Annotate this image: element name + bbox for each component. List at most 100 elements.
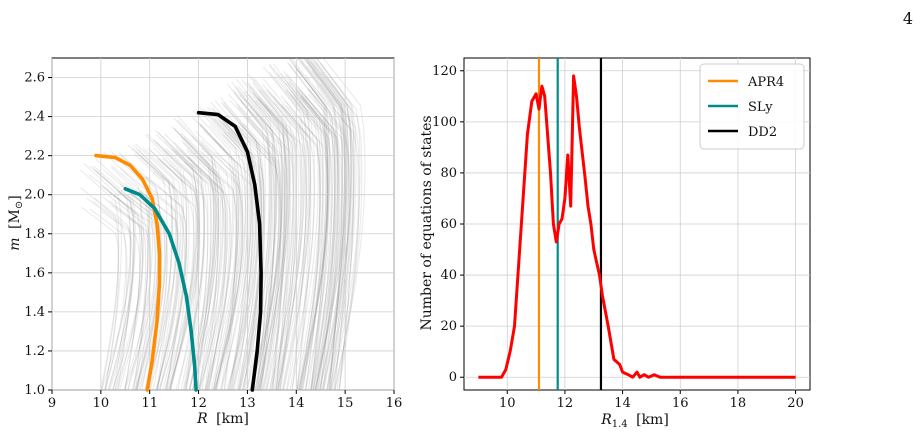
background-eos-curve <box>284 90 325 391</box>
background-eos-curve <box>175 150 218 391</box>
background-eos-curve <box>242 115 282 391</box>
page-number: 4 <box>903 9 913 28</box>
background-eos-curve <box>245 115 286 391</box>
background-eos-curve <box>300 94 341 391</box>
background-eos-curve <box>95 170 135 391</box>
background-eos-curve <box>180 132 224 391</box>
background-eos-curve <box>209 124 248 391</box>
background-eos-curve <box>269 63 312 391</box>
background-eos-curve <box>173 127 212 391</box>
background-eos-curve <box>281 105 321 391</box>
left-y-tick-label: 2.4 <box>24 110 45 125</box>
left-y-tick-label: 1.6 <box>24 266 45 281</box>
right-x-axis-label: R1.4 [km] <box>600 412 669 431</box>
background-eos-curve <box>191 136 231 391</box>
background-eos-curve <box>102 185 141 391</box>
right-y-tick-label: 60 <box>440 217 457 232</box>
background-eos-curves <box>80 57 366 391</box>
background-eos-curve <box>156 158 201 391</box>
background-eos-curve <box>315 85 354 391</box>
legend-label-dd2: DD2 <box>748 125 777 140</box>
background-eos-curve <box>201 151 244 391</box>
background-eos-curve <box>214 100 254 391</box>
background-eos-curve <box>138 177 179 391</box>
background-eos-curve <box>89 165 131 391</box>
background-eos-curve <box>186 147 229 391</box>
background-eos-curve <box>293 64 334 391</box>
background-eos-curve <box>118 191 159 391</box>
background-eos-curve <box>139 190 180 391</box>
background-eos-curve <box>252 82 291 391</box>
right-y-axis-label: Number of equations of states <box>419 115 435 330</box>
background-eos-curve <box>280 72 321 391</box>
background-eos-curve <box>237 125 280 391</box>
background-eos-curve <box>247 73 286 391</box>
background-eos-curve <box>100 184 144 391</box>
right-y-tick-label: 20 <box>440 319 457 334</box>
legend: APR4 SLy DD2 <box>699 63 805 150</box>
background-eos-curve <box>280 95 321 391</box>
background-eos-curve <box>147 133 188 391</box>
background-eos-curve <box>311 69 350 391</box>
background-eos-curve <box>219 96 260 391</box>
background-eos-curve <box>319 83 360 391</box>
left-y-tick-label: 1.2 <box>24 344 45 359</box>
background-eos-curve <box>144 185 186 391</box>
background-eos-curve <box>147 147 188 391</box>
left-y-tick-label: 1.8 <box>24 227 45 242</box>
background-eos-curve <box>258 89 298 391</box>
eos-curve-sly <box>123 187 198 392</box>
background-eos-curve <box>255 112 295 391</box>
background-eos-curve <box>284 100 324 391</box>
left-x-tick-label: 12 <box>190 396 207 411</box>
background-eos-curve <box>86 197 127 391</box>
left-x-tick-label: 9 <box>48 396 56 411</box>
background-eos-curve <box>289 93 329 391</box>
background-eos-curve <box>261 83 302 391</box>
right-y-tick-label: 0 <box>449 370 457 385</box>
background-eos-curve <box>103 151 142 391</box>
left-y-ticks: 1.0 1.2 1.4 1.6 1.8 2.0 2.2 2.4 2.6 <box>24 71 52 398</box>
background-eos-curve <box>213 138 254 391</box>
background-eos-curve <box>184 161 226 391</box>
background-eos-curve <box>137 148 177 391</box>
right-y-ticks: 0 20 40 60 80 100 120 <box>432 64 464 385</box>
background-eos-curve <box>244 98 285 391</box>
background-eos-curve <box>300 95 343 391</box>
background-eos-curve <box>273 101 312 391</box>
background-eos-curve <box>192 110 235 391</box>
background-eos-curve <box>277 73 319 391</box>
background-eos-curve <box>313 60 355 391</box>
background-eos-curve <box>198 106 240 391</box>
background-eos-curve <box>150 149 190 391</box>
background-eos-curve <box>239 94 283 391</box>
background-eos-curve <box>226 83 266 391</box>
background-eos-curve <box>89 208 128 391</box>
legend-label-apr4: APR4 <box>747 75 784 90</box>
right-panel: 10 12 14 16 18 20 0 20 40 60 80 100 120 R1.4 [km] N… <box>419 57 811 431</box>
background-eos-curve <box>295 68 336 391</box>
background-eos-curve <box>237 106 276 391</box>
left-y-tick-label: 2.0 <box>24 188 45 203</box>
background-eos-curve <box>156 141 200 391</box>
background-eos-curve <box>154 129 198 391</box>
background-eos-curve <box>251 91 294 391</box>
background-eos-curve <box>305 57 344 391</box>
background-eos-curve <box>306 57 346 391</box>
background-eos-curve <box>181 139 220 391</box>
right-x-tick-label: 20 <box>787 396 804 411</box>
background-eos-curve <box>92 200 134 391</box>
background-eos-curve <box>116 190 157 391</box>
background-eos-curve <box>290 90 332 391</box>
left-x-tick-label: 16 <box>386 396 403 411</box>
background-eos-curve <box>296 89 336 391</box>
background-eos-curve <box>272 63 311 391</box>
background-eos-curve <box>302 57 346 391</box>
right-x-tick-label: 14 <box>614 396 631 411</box>
background-eos-curve <box>200 142 244 391</box>
background-eos-curve <box>191 116 234 391</box>
right-x-tick-label: 10 <box>499 396 516 411</box>
background-eos-curve <box>83 162 122 391</box>
left-series <box>94 110 263 392</box>
left-x-ticks: 9 10 11 12 13 14 15 16 <box>48 390 402 411</box>
